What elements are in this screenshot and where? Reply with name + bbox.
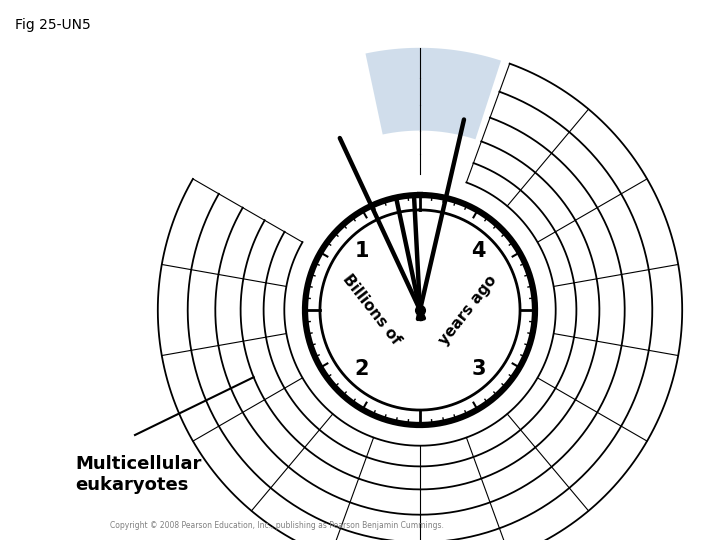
Text: years ago: years ago [436,272,500,348]
Text: Multicellular
eukaryotes: Multicellular eukaryotes [75,455,202,494]
Text: Billions of: Billions of [340,272,404,348]
Text: 1: 1 [354,241,369,261]
Text: Copyright © 2008 Pearson Education, Inc., publishing as Pearson Benjamin Cumming: Copyright © 2008 Pearson Education, Inc.… [110,521,444,530]
Text: 3: 3 [472,359,486,379]
Polygon shape [366,48,501,139]
Text: 2: 2 [354,359,369,379]
Text: 4: 4 [472,241,486,261]
Text: Fig 25-UN5: Fig 25-UN5 [15,18,91,32]
